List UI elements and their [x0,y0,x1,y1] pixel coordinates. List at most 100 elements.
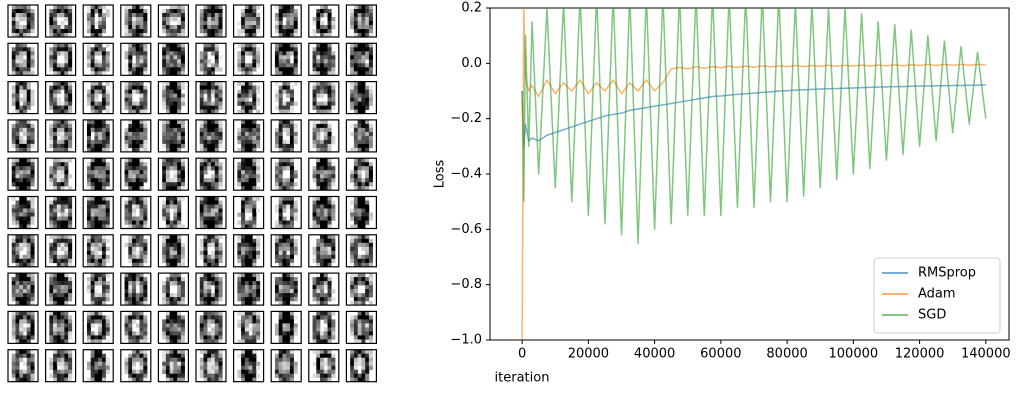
digit-pixel [365,255,369,259]
digit-pixel [316,362,320,366]
digit-pixel [361,277,365,281]
digit-pixel [132,331,136,335]
digit-pixel [290,243,294,247]
digit-pixel [181,335,185,339]
digit-pixel [245,13,249,17]
digit-pixel [279,128,283,132]
digit-pixel [294,327,298,331]
digit-pixel [365,281,369,285]
digit-pixel [27,21,31,25]
digit-pixel [245,166,249,170]
digit-pixel [53,9,57,13]
digit-pixel [324,243,328,247]
digit-pixel [162,98,166,102]
digit-pixel [98,67,102,71]
digit-pixel [181,374,185,378]
digit-pixel [143,197,147,201]
digit-pixel [102,293,106,297]
digit-pixel [170,205,174,209]
digit-image [309,43,339,75]
digit-pixel [204,259,208,263]
digit-pixel [106,370,110,374]
digit-pixel [57,166,61,170]
digit-pixel [94,255,98,259]
digit-pixel [204,63,208,67]
digit-pixel [324,273,328,277]
digit-pixel [237,140,241,144]
digit-pixel [200,98,204,102]
digit-pixel [252,319,256,323]
digit-pixel [140,120,144,124]
digit-pixel [313,166,317,170]
digit-pixel [64,63,68,67]
digit-pixel [173,221,177,225]
digit-pixel [177,297,181,301]
digit-pixel [49,25,53,29]
digit-pixel [241,209,245,213]
digit-pixel [204,124,208,128]
digit-image [234,158,264,190]
digit-pixel [279,273,283,277]
digit-pixel [128,331,132,335]
digit-pixel [64,120,68,124]
digit-pixel [350,285,354,289]
digit-pixel [49,374,53,378]
digit-pixel [12,90,16,94]
digit-pixel [12,63,16,67]
digit-pixel [94,21,98,25]
digit-pixel [143,255,147,259]
digit-pixel [331,255,335,259]
digit-pixel [166,358,170,362]
digit-pixel [207,374,211,378]
digit-pixel [170,59,174,63]
digit-pixel [162,55,166,59]
digit-pixel [200,162,204,166]
digit-pixel [61,335,65,339]
digit-pixel [19,51,23,55]
digit-pixel [316,106,320,110]
digit-pixel [282,128,286,132]
digit-pixel [316,17,320,21]
digit-pixel [350,17,354,21]
digit-pixel [328,174,332,178]
digit-pixel [365,102,369,106]
digit-pixel [211,297,215,301]
digit-pixel [252,5,256,9]
digit-pixel [200,94,204,98]
digit-image [121,273,151,305]
digit-pixel [279,221,283,225]
digit-pixel [132,251,136,255]
digit-pixel [64,315,68,319]
digit-pixel [354,239,358,243]
digit-pixel [316,251,320,255]
digit-pixel [31,59,35,63]
digit-pixel [173,201,177,205]
digit-pixel [200,327,204,331]
digit-pixel [279,350,283,354]
digit-pixel [369,29,373,33]
digit-pixel [245,315,249,319]
digit-pixel [140,362,144,366]
digit-pixel [316,221,320,225]
digit-pixel [23,124,27,128]
digit-pixel [275,98,279,102]
digit-pixel [282,315,286,319]
digit-pixel [328,47,332,51]
digit-pixel [173,354,177,358]
digit-pixel [132,90,136,94]
digit-pixel [53,362,57,366]
digit-pixel [316,136,320,140]
digit-pixel [162,63,166,67]
digit-pixel [125,358,129,362]
digit-pixel [279,90,283,94]
digit-pixel [211,140,215,144]
digit-pixel [215,358,219,362]
digit-pixel [245,319,249,323]
digit-pixel [290,128,294,132]
digit-pixel [369,178,373,182]
digit-pixel [61,144,65,148]
digit-pixel [219,55,223,59]
digit-pixel [68,94,72,98]
digit-pixel [245,251,249,255]
digit-pixel [64,197,68,201]
